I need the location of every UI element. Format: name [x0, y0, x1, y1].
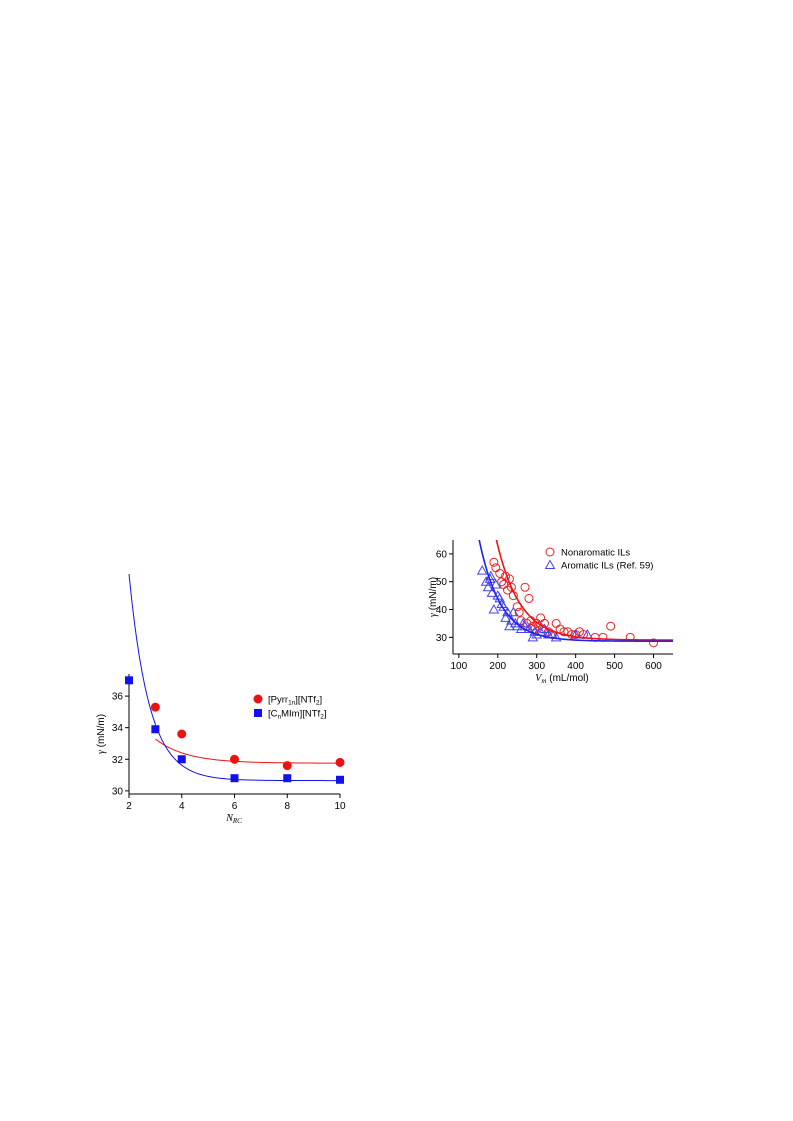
data-point-cnmim [336, 775, 344, 784]
data-point-pyrr [282, 761, 292, 771]
data-point-pyrr [335, 757, 345, 767]
x-axis-label: NRC [225, 813, 242, 825]
legend-marker [253, 694, 263, 704]
y-axis-symbol: γ [96, 749, 107, 754]
data-point-cnmim [125, 676, 133, 685]
data-point-cnmim [151, 725, 160, 734]
x-tick-labels: 2 4 6 8 10 [126, 794, 346, 812]
fit-curve-pyrr [155, 738, 341, 764]
data-point-cnmim [177, 755, 186, 764]
y-tick-label: 36 [112, 692, 124, 703]
data-point-cnmim [283, 774, 292, 783]
y-axis-label: γ (mN/m) [96, 714, 107, 754]
y-axis-unit: (mN/m) [96, 714, 107, 750]
data-point-cnmim [230, 774, 239, 783]
x-tick-label: 4 [179, 801, 185, 812]
y-tick-label: 30 [112, 786, 124, 797]
x-tick-label: 10 [334, 801, 346, 812]
data-point-pyrr [230, 754, 239, 764]
legend: [Pyrr1n][NTf2] [CnMIm][NTf2] [253, 694, 326, 721]
x-axis-subscript: RC [232, 817, 242, 825]
data-point-pyrr [150, 702, 160, 712]
legend-label: [Pyrr1n][NTf2] [268, 695, 322, 707]
legend-label: [CnMIm][NTf2] [268, 709, 326, 721]
y-tick-label: 34 [112, 723, 124, 734]
fit-curve-cnmim [128, 573, 340, 782]
x-axis-symbol: N [225, 813, 234, 824]
x-tick-label: 6 [232, 801, 238, 812]
x-tick-label: 2 [126, 801, 132, 812]
data-point-pyrr [177, 729, 187, 739]
legend-marker [254, 709, 262, 717]
y-tick-label: 32 [112, 755, 124, 766]
y-tick-labels: 30 32 34 36 [112, 692, 129, 797]
x-tick-label: 8 [284, 801, 290, 812]
data-points [125, 676, 345, 784]
fit-curves [128, 573, 341, 782]
